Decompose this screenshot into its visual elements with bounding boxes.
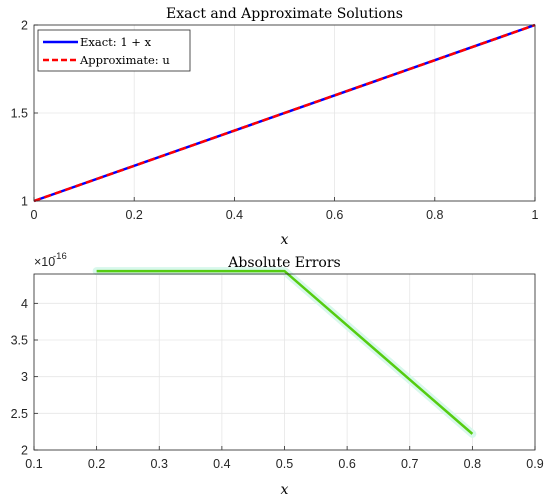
- top-x-tick-label: 0.6: [326, 208, 343, 222]
- bottom-x-tick-label: 0.4: [213, 457, 230, 471]
- legend-box: [37, 29, 191, 72]
- bottom-axes-box: [33, 273, 536, 451]
- top-x-axis-label: x: [281, 232, 289, 248]
- top-x-tick-label: 0: [31, 208, 38, 222]
- bottom-series-group: [92, 267, 477, 438]
- top-series-group: [33, 23, 536, 203]
- top-y-tick-label: 1: [21, 195, 28, 209]
- legend-label-exact: Exact: 1 + x: [80, 35, 152, 49]
- bottom-x-tick-label: 0.7: [401, 457, 418, 471]
- top-y-tick-label: 1.5: [11, 107, 28, 121]
- bottom-chart-title: Absolute Errors: [227, 255, 340, 271]
- bottom-x-axis-label: x: [281, 482, 289, 498]
- bottom-series-line-0: [96, 269, 474, 435]
- bottom-x-tick-labels: 0.1 0.2 0.3 0.4 0.5 0.6 0.7 0.8 0.9: [25, 457, 543, 471]
- bottom-x-tick-label: 0.9: [526, 457, 543, 471]
- bottom-y-tick-label: 4: [21, 297, 28, 311]
- bottom-plot: 0.1 0.2 0.3 0.4 0.5 0.6 0.7 0.8 0.9 2 2.5 3 3.5 4 Ab…: [11, 251, 544, 498]
- bottom-x-tick-label: 0.8: [464, 457, 481, 471]
- bottom-x-tick-label: 0.2: [88, 457, 105, 471]
- bottom-y-tick-label: 2.5: [11, 407, 28, 421]
- bottom-y-tick-label: 2: [21, 444, 28, 458]
- top-axes-box: [33, 24, 536, 202]
- y-axis-exponent-base: ×10: [34, 255, 55, 269]
- top-plot: 0 0.2 0.4 0.6 0.8 1 11.52 Exact and Approxima…: [11, 6, 539, 248]
- top-y-tick-label: 2: [21, 19, 28, 33]
- top-y-tick-labels: 11.52: [11, 19, 28, 209]
- bottom-x-tick-label: 0.3: [151, 457, 168, 471]
- bottom-x-tick-label: 0.6: [338, 457, 355, 471]
- y-axis-exponent-power: -16: [53, 251, 67, 262]
- top-series-line-1: [33, 23, 536, 203]
- bottom-y-tick-label: 3.5: [11, 334, 28, 348]
- top-legend: Exact: 1 + x Approximate: u: [37, 29, 191, 72]
- bottom-y-tick-labels: 2 2.5 3 3.5 4: [11, 297, 28, 458]
- top-chart-title: Exact and Approximate Solutions: [166, 6, 403, 22]
- top-x-tick-labels: 0 0.2 0.4 0.6 0.8 1: [31, 208, 539, 222]
- legend-label-approx: Approximate: u: [79, 53, 170, 67]
- bottom-y-tick-label: 3: [21, 370, 28, 384]
- bottom-x-tick-label: 0.1: [25, 457, 42, 471]
- top-x-tick-label: 0.8: [426, 208, 443, 222]
- top-x-tick-label: 1: [532, 208, 539, 222]
- top-x-tick-label: 0.4: [226, 208, 243, 222]
- bottom-x-tick-label: 0.5: [276, 457, 293, 471]
- top-x-tick-label: 0.2: [126, 208, 143, 222]
